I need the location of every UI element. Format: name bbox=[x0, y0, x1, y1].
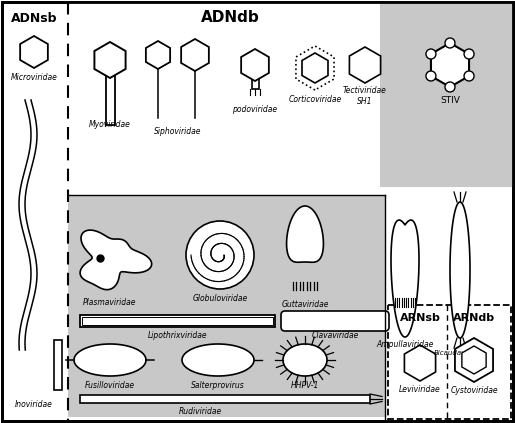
Text: Cystoviridae: Cystoviridae bbox=[450, 386, 498, 395]
Polygon shape bbox=[391, 220, 419, 337]
Polygon shape bbox=[404, 345, 436, 381]
Text: Globuloviridae: Globuloviridae bbox=[193, 294, 248, 303]
Polygon shape bbox=[94, 42, 126, 78]
Text: STIV: STIV bbox=[440, 96, 460, 105]
Circle shape bbox=[445, 82, 455, 92]
Text: HHPV-1: HHPV-1 bbox=[291, 381, 319, 390]
Bar bbox=[380, 2, 513, 187]
Polygon shape bbox=[450, 202, 470, 338]
Text: Myoviridae: Myoviridae bbox=[89, 120, 131, 129]
Polygon shape bbox=[431, 43, 469, 87]
Bar bbox=[68, 2, 380, 195]
Bar bbox=[68, 195, 385, 417]
Text: ADNdb: ADNdb bbox=[201, 10, 260, 25]
Polygon shape bbox=[296, 46, 334, 90]
Text: Leviviridae: Leviviridae bbox=[399, 385, 441, 394]
Polygon shape bbox=[181, 39, 209, 71]
Text: Clavaviridae: Clavaviridae bbox=[311, 331, 358, 340]
Text: Lipothrixviridae: Lipothrixviridae bbox=[148, 331, 208, 340]
Text: Tectiviridae: Tectiviridae bbox=[343, 86, 387, 95]
Text: Fusilloviridae: Fusilloviridae bbox=[85, 381, 135, 390]
Text: Siphoviridae: Siphoviridae bbox=[154, 127, 202, 136]
Circle shape bbox=[426, 49, 436, 59]
Text: Plasmaviridae: Plasmaviridae bbox=[83, 298, 137, 307]
Text: Microviridae: Microviridae bbox=[11, 73, 58, 82]
Text: ARNsb: ARNsb bbox=[400, 313, 440, 323]
Bar bbox=[106, 73, 114, 125]
Text: Salterprovirus: Salterprovirus bbox=[191, 381, 245, 390]
Circle shape bbox=[426, 71, 436, 81]
Polygon shape bbox=[74, 344, 146, 376]
Polygon shape bbox=[283, 344, 327, 376]
Circle shape bbox=[445, 38, 455, 48]
Bar bbox=[80, 315, 275, 327]
Bar bbox=[388, 305, 511, 419]
Circle shape bbox=[464, 71, 474, 81]
Polygon shape bbox=[302, 53, 328, 83]
Text: Inoviridae: Inoviridae bbox=[15, 400, 53, 409]
Polygon shape bbox=[462, 346, 486, 374]
Text: podoviridae: podoviridae bbox=[232, 105, 278, 114]
Text: Rudiviridae: Rudiviridae bbox=[178, 407, 221, 416]
Text: ADNsb: ADNsb bbox=[11, 12, 57, 25]
Polygon shape bbox=[349, 47, 381, 83]
Polygon shape bbox=[455, 338, 493, 382]
Text: Ampullaviridae: Ampullaviridae bbox=[376, 340, 434, 349]
Polygon shape bbox=[182, 344, 254, 376]
Polygon shape bbox=[241, 49, 269, 81]
Circle shape bbox=[186, 221, 254, 289]
FancyBboxPatch shape bbox=[281, 311, 389, 331]
Circle shape bbox=[464, 49, 474, 59]
Bar bbox=[82, 317, 273, 325]
Bar bbox=[54, 340, 62, 390]
Polygon shape bbox=[20, 36, 48, 68]
Polygon shape bbox=[80, 230, 151, 290]
Text: Guttaviridae: Guttaviridae bbox=[281, 300, 329, 309]
Polygon shape bbox=[146, 41, 170, 69]
Bar bbox=[251, 76, 259, 89]
Text: SH1: SH1 bbox=[357, 97, 373, 106]
Bar bbox=[80, 395, 370, 403]
Polygon shape bbox=[286, 206, 323, 262]
Text: ARNdb: ARNdb bbox=[453, 313, 495, 323]
Text: Corticoviridae: Corticoviridae bbox=[288, 95, 341, 104]
Text: Bicaudaviridae: Bicaudaviridae bbox=[434, 350, 486, 356]
